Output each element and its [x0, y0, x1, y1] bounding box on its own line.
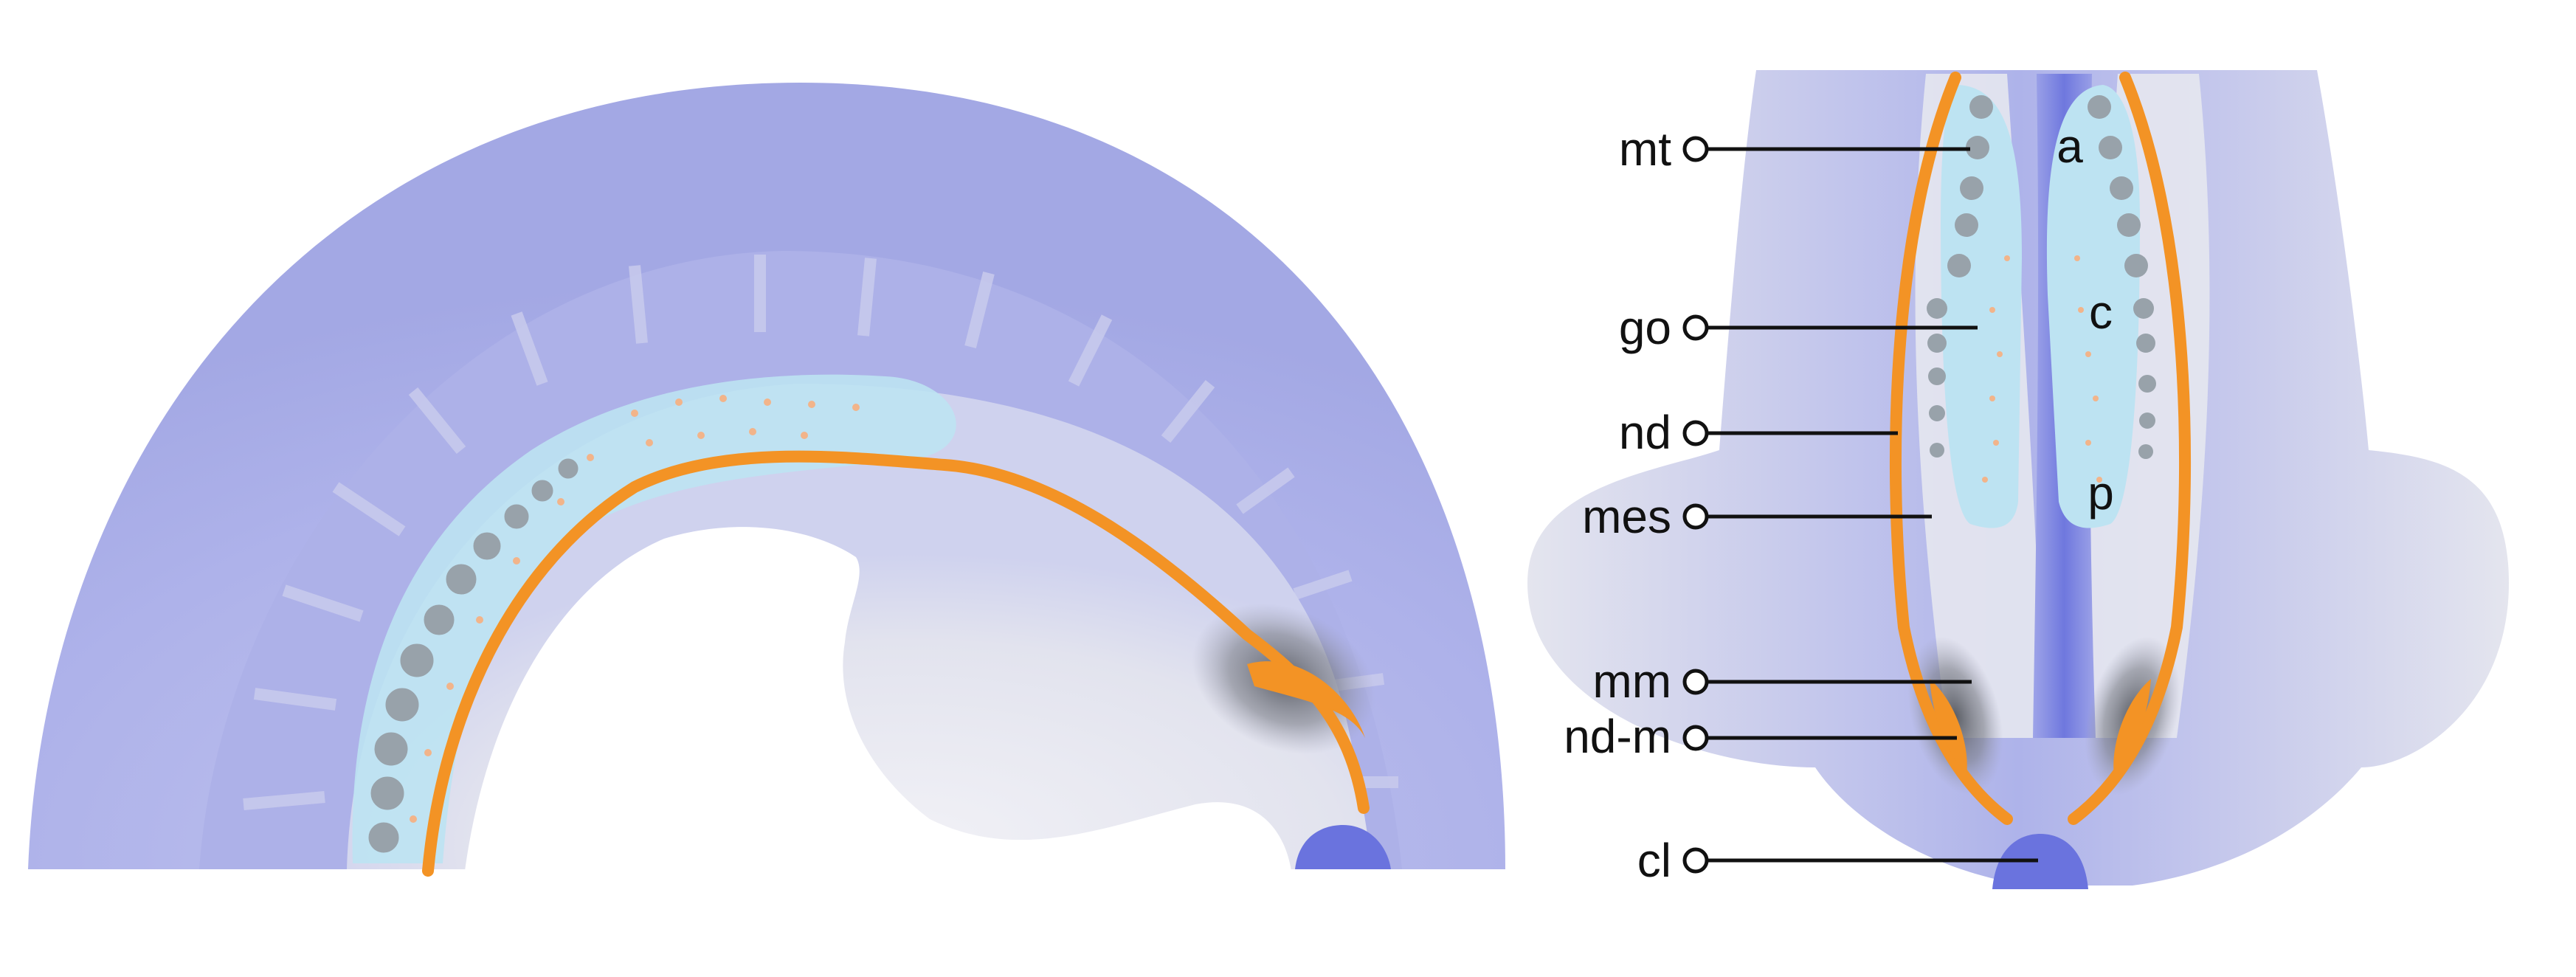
label-mt-text: mt	[1619, 122, 1671, 176]
label-go-marker	[1682, 314, 1709, 341]
label-cl: cl	[1637, 834, 2038, 887]
ureteric-bud-right-l	[1930, 679, 1967, 775]
nephric-duct-right-l	[1889, 72, 2013, 825]
nephric-duct-right-r	[2068, 72, 2192, 825]
label-go: go	[1619, 301, 1978, 354]
cloaca-left	[1295, 825, 1391, 869]
ureteric-bud-right-r	[2113, 679, 2151, 775]
cloaca-right	[1992, 834, 2088, 889]
curved-embryo-panel	[28, 83, 1505, 877]
label-nd-m: nd-m	[1564, 710, 1957, 763]
label-nd-m-marker	[1682, 725, 1709, 751]
somite-dividers	[243, 255, 1398, 810]
region-label-c: c	[2089, 286, 2113, 339]
label-mm: mm	[1592, 655, 1972, 708]
region-label-p: p	[2088, 466, 2114, 519]
mesonephros-band	[352, 374, 956, 863]
mesonephric-tubules-right	[1927, 95, 2156, 459]
label-mes-text: mes	[1582, 490, 1671, 543]
label-mes: mes	[1582, 490, 1932, 543]
label-mm-text: mm	[1592, 655, 1671, 708]
label-mt: mt	[1619, 122, 1970, 176]
nephric-duct-left	[422, 450, 1370, 877]
mesonephric-tubules-left	[368, 458, 579, 853]
label-cl-marker	[1682, 847, 1709, 874]
label-cl-text: cl	[1637, 834, 1671, 887]
mesonephros-dots-right	[1982, 255, 2102, 483]
label-nd-text: nd	[1619, 406, 1671, 459]
mesonephros-right-strip-left	[1941, 85, 2022, 528]
label-mt-marker	[1682, 136, 1709, 162]
label-go-text: go	[1619, 301, 1671, 354]
dorsal-view-panel	[1527, 70, 2509, 889]
mesonephros-dots-left	[410, 395, 860, 823]
label-mm-marker	[1682, 669, 1709, 695]
label-nd-m-text: nd-m	[1564, 710, 1671, 763]
label-nd: nd	[1619, 406, 1898, 459]
label-mes-marker	[1682, 503, 1709, 530]
region-label-a: a	[2057, 120, 2083, 173]
ureteric-bud-left	[1247, 661, 1365, 738]
label-nd-marker	[1682, 420, 1709, 446]
gut-cavity	[465, 527, 1291, 871]
label-group: mt go nd mes mm nd-m	[1564, 120, 2114, 887]
